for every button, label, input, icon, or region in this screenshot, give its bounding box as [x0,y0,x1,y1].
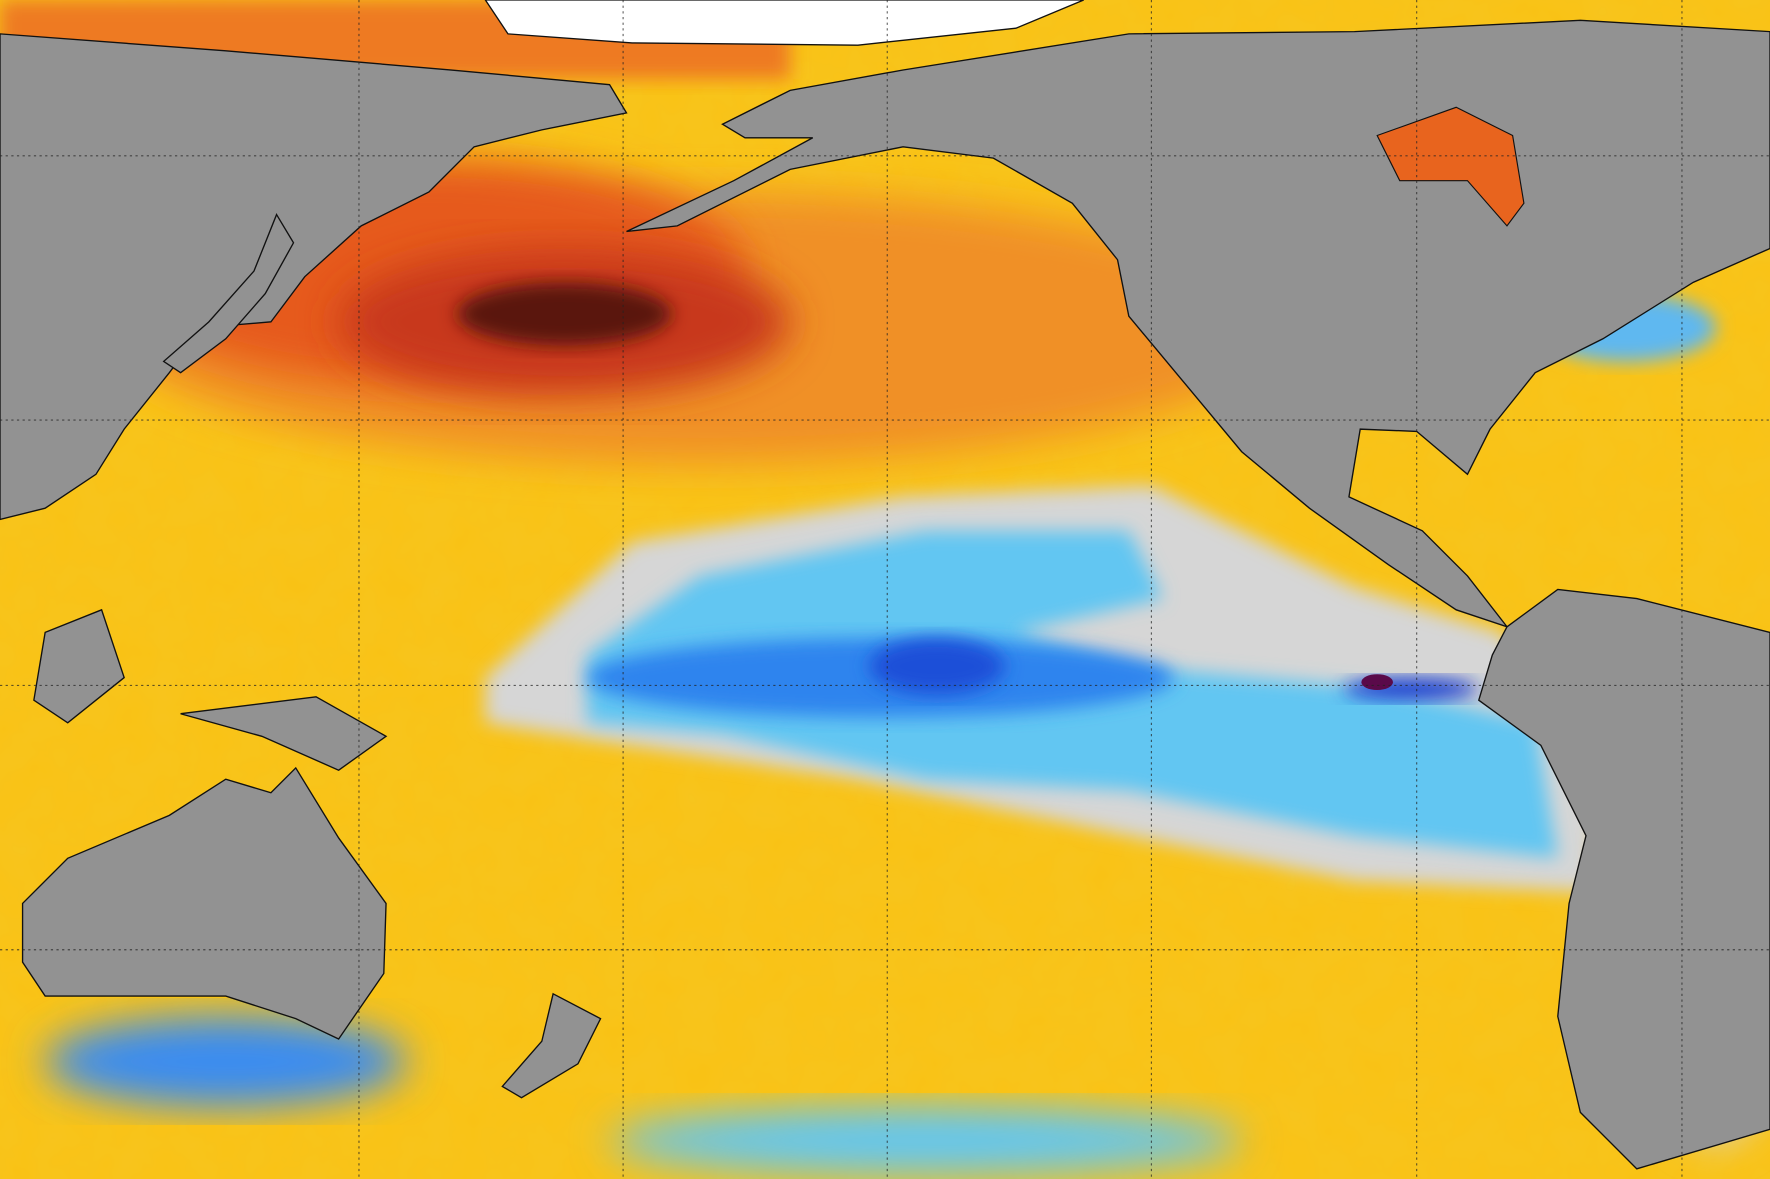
new-guinea [180,696,388,771]
coastal-core [1361,674,1393,691]
hot-center [457,282,672,346]
southern-cool-2 [609,1106,1242,1175]
arctic-ice [484,0,1084,46]
new-zealand [501,992,602,1099]
hudson-bay [1376,106,1525,227]
asia [0,33,628,521]
southern-cool [45,1016,407,1107]
borneo [33,608,125,724]
cold-eddy [869,638,1005,695]
japan [162,213,295,374]
south-america [1477,588,1770,1170]
australia [21,766,387,1040]
